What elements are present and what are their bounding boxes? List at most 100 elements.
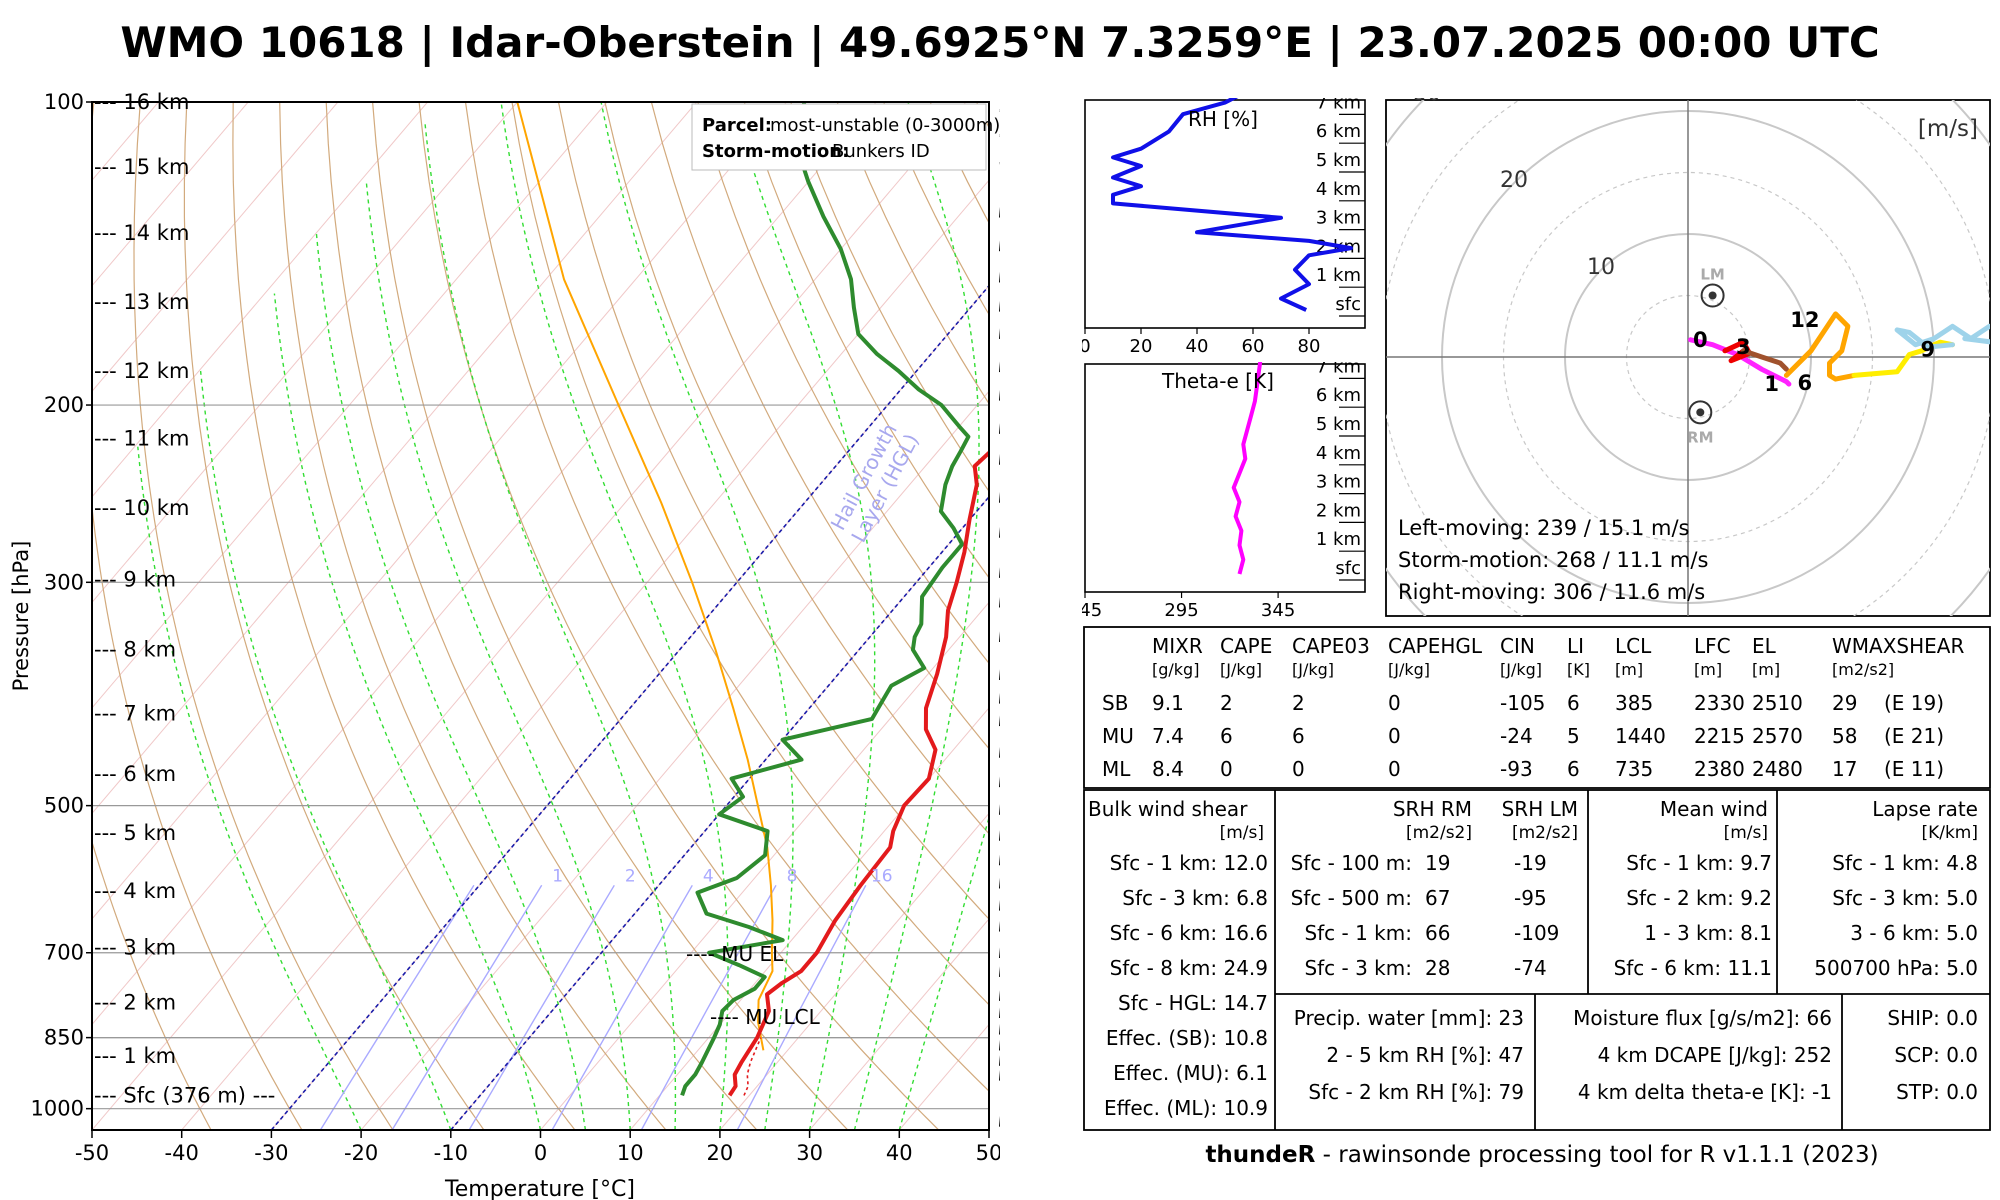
table-cell: -24 [1500, 724, 1533, 748]
moist-adiabat [315, 233, 587, 1130]
rh-height-label: 5 km [1316, 150, 1361, 171]
thetae-height-label: 2 km [1316, 500, 1361, 521]
srh-row-label: Sfc - 3 km: [1304, 956, 1412, 980]
table-cell: -93 [1500, 757, 1533, 781]
height-label: --- 2 km [94, 990, 176, 1014]
x-tick-label: 50 [976, 1141, 1000, 1165]
bulk-row: Effec. (SB): 10.8 [1106, 1026, 1268, 1050]
dry-adiabat [836, 102, 989, 405]
mixing-ratio-label: 8 [787, 866, 798, 886]
table-unit: [m] [1694, 660, 1722, 679]
table-header: MIXR [1152, 634, 1203, 658]
moist-adiabat [273, 293, 542, 1130]
bulk-row: Sfc - HGL: 14.7 [1118, 991, 1268, 1015]
temperature-line [727, 450, 989, 1097]
mixing-ratio-label: 1 [552, 866, 563, 886]
srh-row-lm: -95 [1514, 886, 1547, 910]
height-label: --- 5 km [94, 821, 176, 845]
isotherm [360, 390, 989, 1130]
height-label: --- 12 km [94, 359, 189, 383]
hgl-label: Hail Growth Layer (HGL) [826, 419, 924, 546]
rh-x-tick-label: 20 [1130, 336, 1153, 357]
moist-adiabat [853, 102, 980, 1130]
isotherm [92, 102, 428, 498]
table-unit: [J/kg] [1388, 660, 1430, 679]
rh-height-label: 4 km [1316, 179, 1361, 200]
table-cell: 735 [1615, 757, 1653, 781]
isotherm [181, 179, 989, 1130]
dry-adiabat [279, 102, 667, 1130]
dry-adiabat [697, 102, 989, 665]
srh-row-rm: 28 [1425, 956, 1450, 980]
table-cell: 0 [1388, 724, 1401, 748]
height-label: --- 10 km [94, 496, 189, 520]
hodo-height-label: 9 [1921, 338, 1936, 362]
height-label: --- 9 km [94, 567, 176, 591]
height-label: --- 13 km [94, 290, 189, 314]
bulk-unit: [m/s] [1220, 823, 1264, 843]
hodo-ring-label: 20 [1500, 168, 1528, 193]
flux-row: 4 km delta theta-e [K]: -1 [1578, 1080, 1832, 1104]
lapse-unit: [K/km] [1921, 823, 1978, 843]
isotherm [271, 284, 989, 1130]
moist-adiabat [424, 123, 677, 1130]
height-label: --- 11 km [94, 427, 189, 451]
isotherm [92, 102, 608, 709]
mixing-ratio-line [736, 884, 867, 1130]
rh-height-label: 3 km [1316, 208, 1361, 229]
height-label: --- 8 km [94, 638, 176, 662]
x-tick-label: -10 [434, 1141, 468, 1165]
rh-line [1111, 98, 1353, 312]
p-tick-label: 500 [44, 794, 84, 818]
moisture-row: 2 - 5 km RH [%]: 47 [1326, 1043, 1524, 1067]
table-cell: 1440 [1615, 724, 1666, 748]
hgl-isotherm [450, 495, 989, 1130]
lapse-title: Lapse rate [1872, 797, 1978, 821]
table-cell: 0 [1388, 691, 1401, 715]
dry-adiabat [790, 102, 989, 493]
thetae-title: Theta-e [K] [1161, 369, 1274, 393]
table-cell: 5 [1567, 724, 1580, 748]
isotherm [92, 102, 249, 287]
srh-row-rm: 19 [1425, 851, 1450, 875]
x-tick-label: -30 [254, 1141, 288, 1165]
x-tick-label: 20 [707, 1141, 734, 1165]
table-unit: [m] [1615, 660, 1643, 679]
p-tick-label: 700 [44, 941, 84, 965]
table-unit: [g/kg] [1152, 660, 1199, 679]
table-cell: 385 [1615, 691, 1653, 715]
lapse-row: 3 - 6 km: 5.0 [1850, 921, 1978, 945]
hodo-height-label: 6 [1798, 371, 1813, 395]
hodo-segment-3 [1783, 311, 1857, 382]
table-cell: ML [1102, 757, 1131, 781]
bulk-row: Sfc - 8 km: 24.9 [1110, 956, 1268, 980]
srh-unit-lm: [m2/s2] [1512, 823, 1578, 843]
table-cell: (E 19) [1884, 691, 1944, 715]
virtual-temperature-line [743, 1037, 762, 1096]
legend-storm-label: Storm-motion: [702, 141, 849, 162]
table-cell: 0 [1292, 757, 1305, 781]
srh-header-rm: SRH RM [1393, 797, 1472, 821]
table-unit: [K] [1567, 660, 1590, 679]
table-cell: 0 [1388, 757, 1401, 781]
rh-x-tick-label: 40 [1186, 336, 1209, 357]
mixing-ratio-line [551, 884, 693, 1130]
table-cell: 9.1 [1152, 691, 1184, 715]
p-tick-label: 200 [44, 393, 84, 417]
x-tick-label: 40 [886, 1141, 913, 1165]
table-cell: (E 21) [1884, 724, 1944, 748]
table-cell: 2 [1292, 691, 1305, 715]
hodo-segment-0 [1688, 337, 1792, 387]
table-cell: 6 [1567, 757, 1580, 781]
rh-height-label: sfc [1335, 294, 1361, 315]
height-label: --- 14 km [94, 221, 189, 245]
isotherm [540, 601, 989, 1130]
table-header: EL [1752, 634, 1777, 658]
thetae-height-label: sfc [1335, 558, 1361, 579]
skewt-ylabel: Pressure [hPa] [9, 541, 33, 692]
hodo-ring-label: 30 [1413, 98, 1441, 106]
parcel-table: MIXR CAPE CAPE03 CAPEHGL CIN LI LCL LFC EL WMAXSH… [1083, 626, 1991, 789]
stats-panel: Bulk wind shear[m/s]Sfc - 1 km: 12.0Sfc … [1083, 789, 1991, 1131]
table-header: CIN [1500, 634, 1535, 658]
